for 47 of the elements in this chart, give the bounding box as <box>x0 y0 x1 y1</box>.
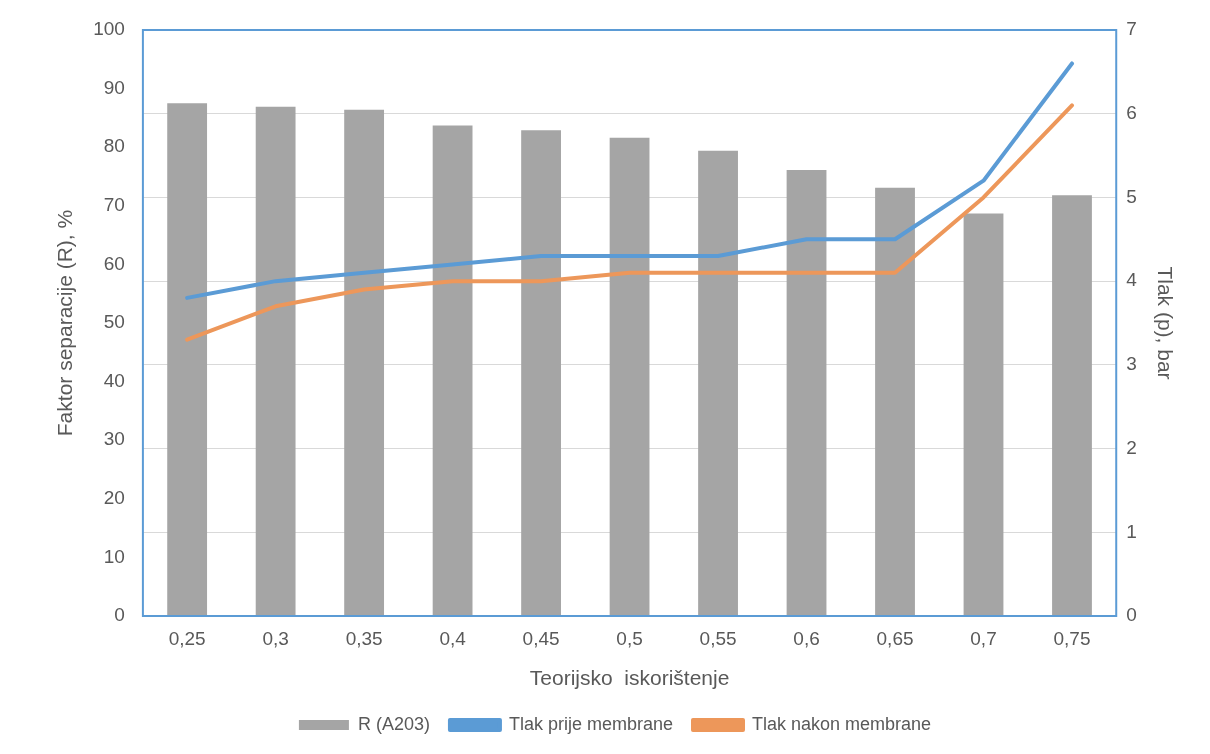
x-tick-label: 0,75 <box>1053 627 1091 649</box>
bar <box>698 150 738 616</box>
y2-tick-label: 4 <box>1126 269 1138 291</box>
y2-tick-label: 3 <box>1126 353 1137 375</box>
x-tick-label: 0,35 <box>345 627 383 649</box>
y-tick-label: 70 <box>103 194 125 216</box>
bar <box>786 170 827 616</box>
x-tick-label: 0,55 <box>699 627 737 649</box>
x-tick-label: 0,3 <box>262 627 289 649</box>
y2-tick-label: 0 <box>1126 604 1137 626</box>
y-tick-label: 100 <box>93 18 125 40</box>
x-tick-label: 0,45 <box>522 627 560 649</box>
x-tick-label: 0,6 <box>793 627 820 649</box>
y-tick-label: 40 <box>103 369 125 391</box>
legend-label: Tlak nakon membrane <box>752 713 932 734</box>
bar <box>432 125 473 616</box>
x-tick-label: 0,65 <box>876 627 914 649</box>
y-tick-label: 20 <box>103 487 125 509</box>
bar <box>609 137 650 616</box>
y2-tick-label: 2 <box>1126 436 1137 458</box>
y2-tick-label: 7 <box>1126 18 1137 40</box>
y-tick-label: 80 <box>103 135 125 157</box>
x-tick-label: 0,4 <box>439 627 467 649</box>
y-tick-label: 10 <box>103 545 125 567</box>
bar <box>1052 195 1092 616</box>
legend-label: R (A203) <box>357 713 430 734</box>
x-tick-label: 0,25 <box>168 627 206 649</box>
bar <box>344 109 385 616</box>
y2-tick-label: 1 <box>1126 520 1137 542</box>
bar <box>963 213 1004 616</box>
y-tick-label: 30 <box>103 428 125 450</box>
y2-tick-label: 6 <box>1126 101 1137 123</box>
bar <box>875 187 915 616</box>
y2-tick-label: 5 <box>1126 185 1137 207</box>
x-tick-label: 0,7 <box>970 627 997 649</box>
x-axis-title: Teorijsko iskorištenje <box>529 666 730 690</box>
y-tick-label: 0 <box>114 604 125 626</box>
bar <box>521 130 561 616</box>
y-axis-title: Faktor separacije (R), % <box>53 209 77 437</box>
legend-label: Tlak prije membrane <box>508 713 673 734</box>
bar <box>167 103 208 616</box>
bar <box>255 106 296 616</box>
y2-axis-title: Tlak (p), bar <box>1153 266 1177 380</box>
y-tick-label: 90 <box>103 76 125 98</box>
y-tick-label: 50 <box>103 311 125 333</box>
y-tick-label: 60 <box>103 252 125 274</box>
x-tick-label: 0,5 <box>616 627 643 649</box>
